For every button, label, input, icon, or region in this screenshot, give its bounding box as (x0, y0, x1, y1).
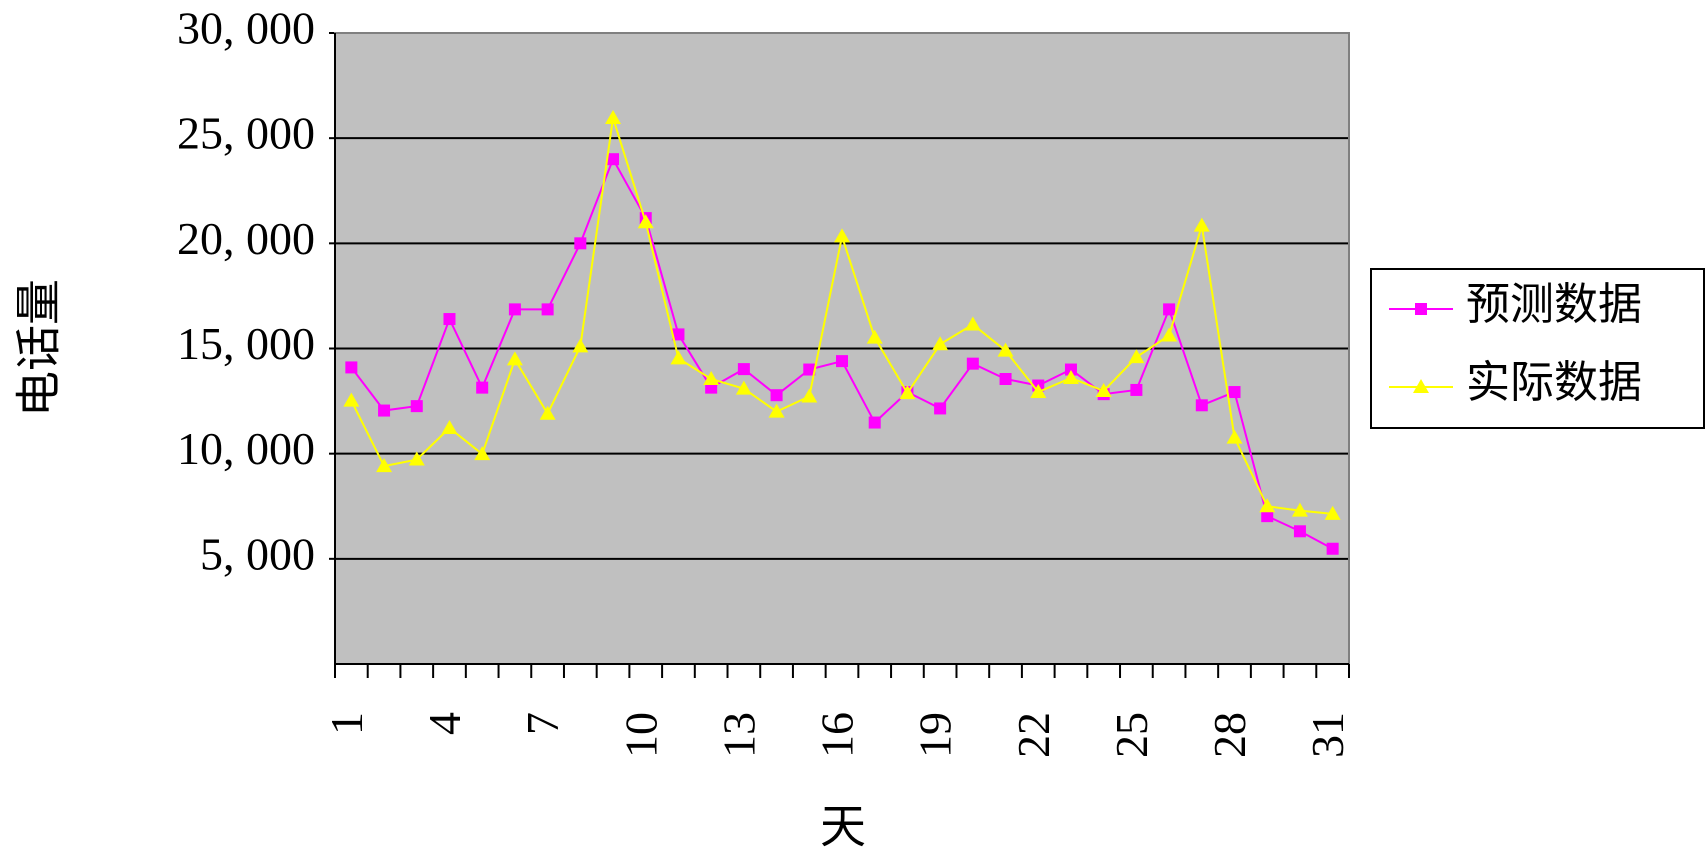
marker (966, 357, 979, 370)
marker (770, 389, 783, 402)
marker (443, 313, 456, 326)
marker (1413, 379, 1429, 393)
marker (1130, 383, 1143, 396)
marker (1062, 369, 1079, 384)
marker (737, 363, 750, 376)
x-tick-label: 28 (1204, 712, 1255, 758)
marker (1259, 498, 1276, 513)
marker (997, 342, 1014, 357)
marker (1415, 303, 1427, 315)
marker (735, 380, 752, 395)
marker (1261, 510, 1274, 523)
legend-label: 预测数据 (1466, 280, 1642, 329)
marker (868, 416, 881, 429)
marker (506, 351, 523, 366)
marker (637, 214, 654, 229)
marker (1324, 505, 1341, 520)
x-tick-label: 25 (1106, 712, 1157, 758)
marker (1291, 502, 1308, 517)
marker (408, 451, 425, 466)
marker (474, 446, 491, 461)
marker (605, 109, 622, 124)
marker (345, 361, 358, 374)
marker (934, 402, 947, 415)
x-tick-label: 13 (713, 712, 764, 758)
x-tick-label: 10 (615, 712, 666, 758)
marker (1293, 525, 1306, 538)
y-tick-label: 10, 000 (177, 423, 315, 474)
marker (378, 404, 391, 417)
marker (1030, 384, 1047, 399)
y-tick-label: 30, 000 (177, 3, 315, 54)
marker (1163, 303, 1176, 316)
y-tick-label: 25, 000 (177, 108, 315, 159)
marker (574, 237, 587, 250)
marker (801, 388, 818, 403)
marker (441, 420, 458, 435)
marker (703, 370, 720, 385)
y-tick-label: 20, 000 (177, 213, 315, 264)
marker (539, 405, 556, 420)
marker (672, 328, 685, 341)
marker (670, 350, 687, 365)
marker (476, 381, 489, 394)
marker (572, 338, 589, 353)
marker (607, 153, 620, 166)
x-tick-label: 16 (812, 712, 863, 758)
marker (803, 363, 816, 376)
y-tick-label: 15, 000 (177, 318, 315, 369)
marker (541, 303, 554, 316)
x-tick-label: 19 (910, 712, 961, 758)
marker (899, 385, 916, 400)
y-tick-label: 5, 000 (200, 528, 315, 579)
marker (1128, 349, 1145, 364)
marker (1161, 327, 1178, 342)
marker (964, 316, 981, 331)
legend-box (1370, 268, 1705, 429)
x-tick-label: 4 (419, 712, 470, 735)
marker (1226, 429, 1243, 444)
marker (1195, 399, 1208, 412)
marker (1326, 542, 1339, 555)
marker (866, 329, 883, 344)
marker (834, 228, 850, 243)
legend-label: 实际数据 (1466, 358, 1642, 407)
marker (1095, 382, 1112, 397)
marker (1193, 217, 1210, 232)
marker (836, 355, 848, 368)
marker (999, 372, 1012, 385)
x-tick-label: 1 (321, 712, 372, 735)
x-tick-label: 31 (1302, 712, 1353, 758)
x-axis-label: 天 (820, 802, 866, 853)
marker (1228, 386, 1241, 399)
marker (768, 403, 785, 418)
marker (376, 458, 393, 473)
marker (343, 392, 360, 407)
marker (932, 336, 949, 351)
marker (508, 303, 521, 316)
marker (1064, 363, 1077, 376)
marker (410, 400, 423, 413)
y-axis-label: 电话量 (14, 279, 65, 417)
x-tick-label: 22 (1008, 712, 1059, 758)
x-tick-label: 7 (517, 712, 568, 735)
